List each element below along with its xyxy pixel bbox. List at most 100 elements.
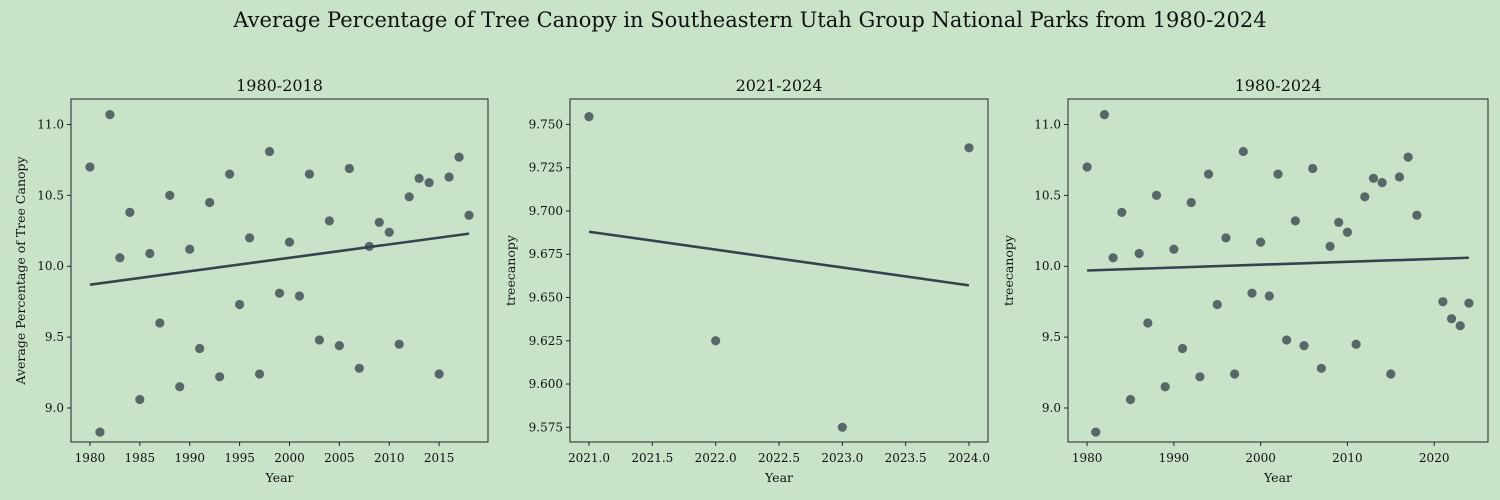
trend-line	[588, 230, 970, 287]
data-point	[324, 216, 334, 226]
data-point	[1351, 339, 1361, 349]
data-point	[1325, 241, 1335, 252]
x-tick-label: 2022.0	[695, 451, 737, 465]
data-point	[424, 178, 434, 188]
x-axis-label: Year	[764, 470, 793, 485]
y-tick-label: 10.0	[1034, 259, 1061, 273]
data-point	[384, 227, 394, 237]
data-point	[394, 339, 404, 349]
axes-frame	[1067, 98, 1489, 443]
data-point	[1446, 314, 1457, 324]
x-tick-label: 1985	[125, 451, 156, 465]
y-tick-label: 9.5	[45, 330, 64, 344]
data-point	[1125, 394, 1136, 405]
data-point	[1091, 427, 1101, 437]
panel-title: 2021-2024	[736, 76, 823, 95]
data-point	[1394, 172, 1405, 182]
data-point	[1160, 382, 1170, 392]
x-tick-label: 2010	[374, 451, 405, 465]
x-tick-label: 2000	[1245, 451, 1276, 465]
y-tick-label: 9.600	[529, 377, 563, 391]
panel-3: 1980-2024 1980 1990 2000 2010 2020 9.0 9.5 10.0 1…	[1001, 76, 1489, 485]
data-point	[274, 288, 285, 298]
data-point	[1377, 178, 1387, 188]
data-point	[434, 369, 444, 379]
data-point	[464, 210, 474, 220]
data-point	[1108, 253, 1118, 263]
y-tick-label: 11.0	[1034, 118, 1061, 132]
data-point	[1360, 192, 1370, 202]
data-point	[1186, 197, 1196, 208]
y-tick-label: 9.725	[529, 161, 563, 175]
data-point	[1134, 248, 1144, 259]
data-point	[1264, 291, 1274, 301]
data-point	[294, 291, 305, 301]
data-point	[1169, 244, 1179, 254]
data-point	[404, 192, 414, 202]
data-point	[837, 422, 847, 432]
data-point	[175, 382, 185, 392]
data-point	[85, 162, 95, 172]
data-point	[1195, 372, 1205, 382]
x-tick-label: 2021.5	[631, 451, 673, 465]
data-point	[185, 244, 195, 254]
data-point	[1308, 163, 1318, 174]
data-point	[1151, 190, 1162, 200]
data-point	[444, 172, 454, 182]
data-point	[1403, 152, 1413, 162]
y-tick-label: 10.5	[37, 188, 64, 202]
y-tick-label: 9.575	[529, 420, 563, 434]
data-point	[115, 253, 125, 263]
y-tick-label: 11.0	[37, 118, 64, 132]
x-tick-label: 1990	[174, 451, 205, 465]
y-axis-label: Average Percentage of Tree Canopy	[13, 155, 28, 385]
data-point	[1143, 318, 1153, 328]
data-point	[1221, 233, 1231, 243]
data-point	[1282, 335, 1292, 345]
x-tick-label: 2010	[1332, 451, 1363, 465]
y-tick-label: 9.750	[529, 117, 563, 131]
data-point	[244, 233, 255, 243]
y-tick-label: 10.5	[1034, 188, 1061, 202]
data-point	[254, 369, 265, 379]
x-tick-label: 2022.5	[758, 451, 800, 465]
x-axis-label: Year	[1263, 470, 1292, 485]
y-tick-label: 9.5	[1042, 330, 1061, 344]
x-tick-label: 1995	[224, 451, 255, 465]
data-point	[414, 173, 424, 183]
data-point	[334, 341, 344, 351]
data-point	[1368, 173, 1379, 183]
x-tick-label: 2020	[1419, 451, 1450, 465]
data-point	[304, 169, 315, 179]
data-point	[165, 190, 175, 200]
data-point	[1342, 227, 1353, 237]
figure-title: Average Percentage of Tree Canopy in Sou…	[232, 8, 1266, 32]
data-point	[225, 169, 235, 179]
data-point	[1177, 343, 1188, 354]
data-point	[135, 394, 145, 405]
data-point	[1247, 288, 1257, 298]
x-tick-label: 2021.0	[568, 451, 610, 465]
data-point	[1230, 369, 1240, 379]
x-tick-label: 1990	[1159, 451, 1190, 465]
data-point	[205, 197, 215, 208]
y-axis-label: treecanopy	[1001, 234, 1016, 306]
data-point	[264, 146, 275, 157]
data-point	[711, 336, 721, 346]
data-point	[1386, 369, 1396, 379]
y-tick-label: 9.650	[529, 290, 563, 304]
x-tick-label: 2015	[424, 451, 455, 465]
data-point	[1412, 210, 1422, 220]
x-tick-label: 2005	[324, 451, 355, 465]
y-tick-label: 10.0	[37, 259, 64, 273]
data-point	[454, 152, 464, 162]
data-point	[145, 248, 155, 259]
y-tick-label: 9.0	[1042, 401, 1061, 415]
x-axis-label: Year	[265, 470, 294, 485]
x-tick-label: 2023.5	[885, 451, 927, 465]
x-tick-label: 1980	[1072, 451, 1103, 465]
data-point	[1117, 207, 1127, 217]
y-axis-label: treecanopy	[503, 234, 518, 306]
trend-line	[89, 232, 470, 286]
data-point	[1238, 146, 1248, 157]
